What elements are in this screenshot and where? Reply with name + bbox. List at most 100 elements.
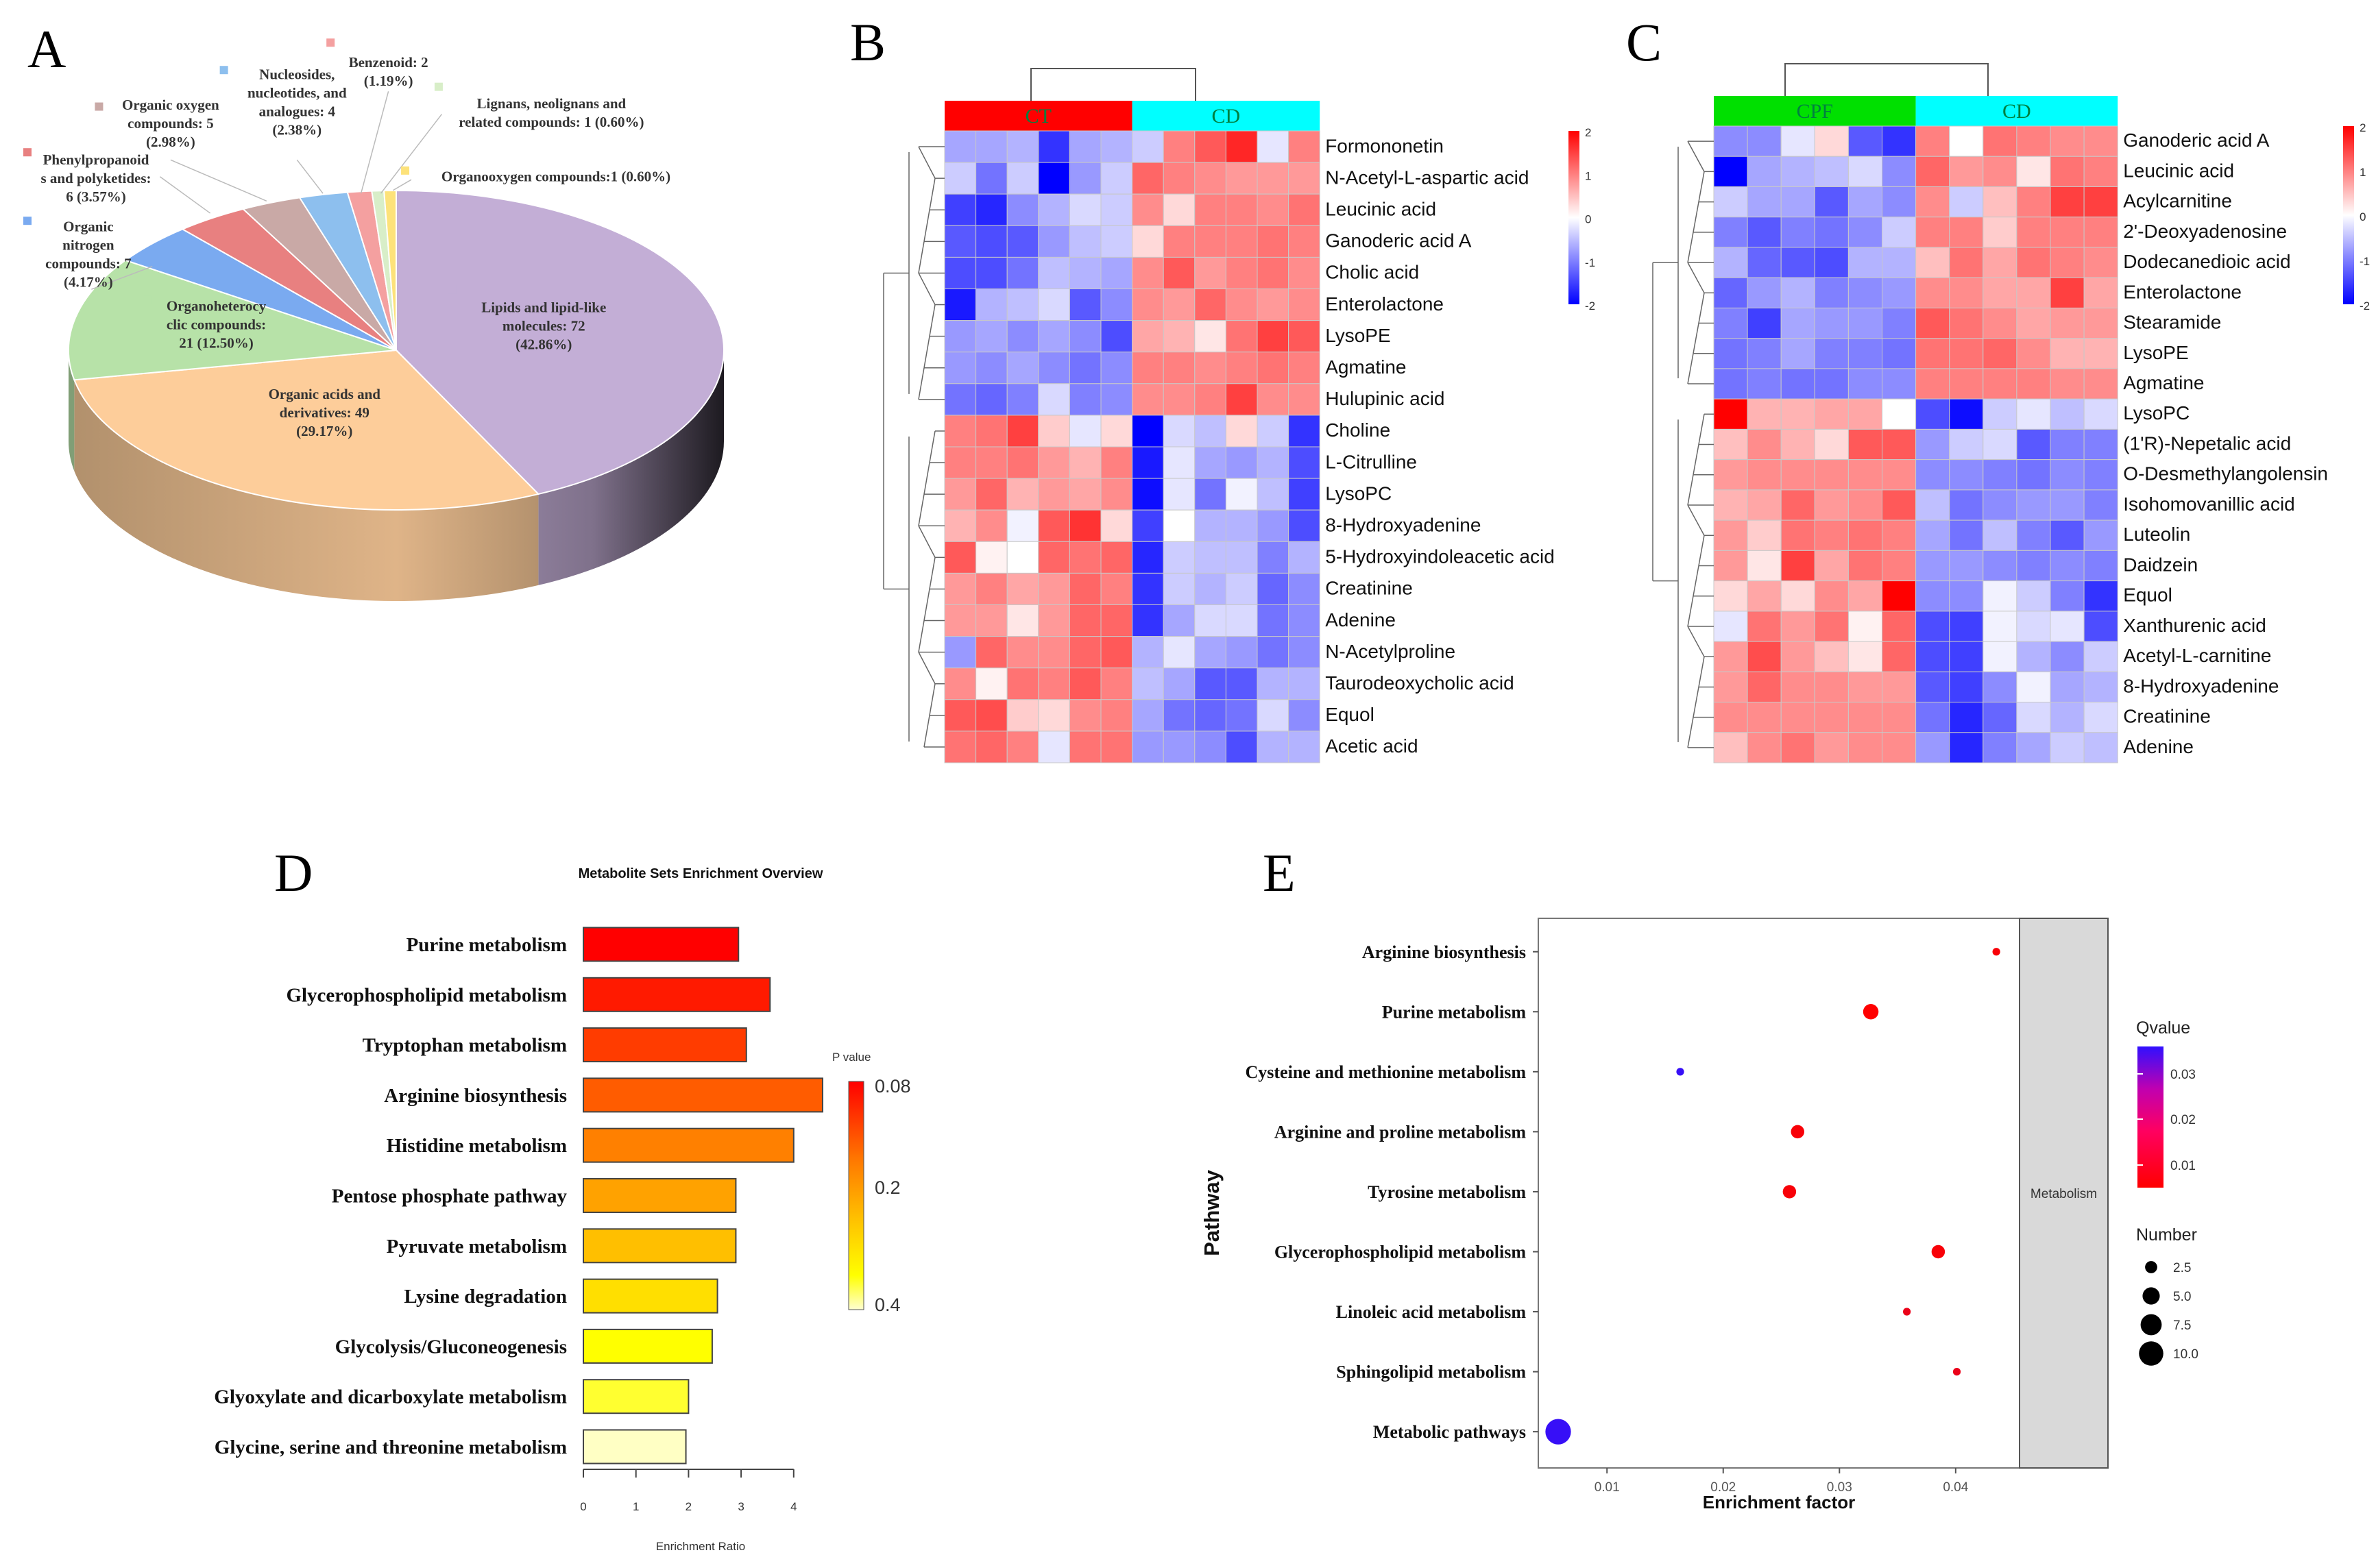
pie-legend-marker — [247, 395, 256, 404]
column-dendrogram — [1030, 68, 1196, 101]
heatmap-cell — [944, 604, 977, 637]
heatmap-cell — [1847, 217, 1882, 248]
heatmap-cell — [1132, 383, 1164, 416]
heatmap-cell — [975, 636, 1008, 669]
heatmap-cell — [1163, 320, 1196, 353]
heatmap-cell — [1747, 368, 1782, 400]
heatmap-cell — [1257, 667, 1289, 700]
row-dendrogram-branch — [1693, 565, 1699, 596]
heatmap-cell — [1163, 667, 1196, 700]
heatmap-cell — [2083, 580, 2118, 612]
heatmap-cell — [1882, 702, 1917, 733]
heatmap-row-label: Taurodeoxycholic acid — [1325, 672, 1514, 694]
heatmap-cell — [1257, 541, 1289, 574]
heatmap-cell — [1069, 320, 1102, 353]
row-dendrogram-branch — [923, 462, 930, 495]
heatmap-cell — [1882, 217, 1917, 248]
heatmap-cell — [1132, 446, 1164, 479]
heatmap-cell — [975, 667, 1008, 700]
heatmap-cell — [1225, 289, 1258, 321]
heatmap-cell — [2083, 125, 2118, 157]
heatmap-cell — [1747, 156, 1782, 187]
heatmap-cell — [2050, 519, 2085, 551]
heatmap-cell — [1288, 478, 1320, 511]
heatmap-cell — [1847, 368, 1882, 400]
heatmap-row-label: (1'R)-Nepetalic acid — [2123, 432, 2291, 454]
heatmap-cell — [1847, 611, 1882, 642]
heatmap-cell — [975, 225, 1008, 258]
heatmap-cell — [1882, 277, 1917, 308]
heatmap-cell — [1006, 225, 1039, 258]
heatmap-cell — [1847, 702, 1882, 733]
number-legend-dot — [2145, 1261, 2157, 1273]
heatmap-cell — [1882, 247, 1917, 278]
heatmap-cell — [1100, 415, 1133, 448]
number-legend-label: 10.0 — [2173, 1347, 2198, 1362]
row-dendrogram-branch — [1693, 201, 1699, 232]
panel-label-b: B — [850, 12, 886, 72]
group-header-label: CT — [1026, 105, 1052, 127]
heatmap-cell — [1814, 398, 1849, 430]
heatmap-cell — [1100, 509, 1133, 542]
heatmap-cell — [1100, 383, 1133, 416]
heatmap-cell — [1288, 193, 1320, 226]
heatmap-cell — [1069, 225, 1102, 258]
qvalue-legend-title: Qvalue — [2136, 1018, 2190, 1038]
heatmap-cell — [2016, 550, 2051, 582]
heatmap-cell — [1747, 732, 1782, 763]
heatmap-cell — [1132, 320, 1164, 353]
row-dendrogram-branch — [1687, 140, 1705, 172]
row-dendrogram-branch — [918, 620, 925, 652]
heatmap-cell — [1006, 383, 1039, 416]
panel-label-d: D — [274, 843, 313, 903]
heatmap-cell — [2083, 186, 2118, 218]
row-dendrogram-branch — [1687, 626, 1705, 657]
heatmap-cell — [1949, 580, 1984, 612]
heatmap-cell — [2016, 459, 2051, 491]
heatmap-cell — [944, 352, 977, 384]
heatmap-cell — [2016, 125, 2051, 157]
row-dendrogram-branch — [1693, 444, 1699, 475]
heatmap-cell — [1747, 125, 1782, 157]
heatmap-cell — [975, 193, 1008, 226]
pie-slice-label: Phenylpropanoid — [43, 151, 149, 168]
pathway-label: Tyrosine metabolism — [1368, 1182, 1526, 1202]
chart-title: Metabolite Sets Enrichment Overview — [579, 866, 823, 881]
heatmap-cell — [1132, 478, 1164, 511]
heatmap-row-label: Agmatine — [2123, 372, 2204, 393]
row-dendrogram-branch — [929, 557, 936, 589]
heatmap-cell — [1847, 489, 1882, 521]
heatmap-cell — [1100, 225, 1133, 258]
heatmap-cell — [944, 130, 977, 163]
heatmap-cell — [1163, 731, 1196, 763]
heatmap-cell — [944, 256, 977, 289]
heatmap-cell — [1882, 307, 1917, 339]
group-header-bar — [945, 101, 1132, 131]
heatmap-cell — [2016, 247, 2051, 278]
pie-legend-marker — [401, 166, 410, 175]
heatmap-cell — [1225, 604, 1258, 637]
heatmap-cell — [2083, 247, 2118, 278]
pathway-point — [1676, 1068, 1684, 1076]
pathway-point — [1952, 1367, 1961, 1376]
group-header-bar — [1714, 96, 1916, 126]
heatmap-cell — [1747, 217, 1782, 248]
heatmap-cell — [944, 478, 977, 511]
heatmap-cell — [1814, 732, 1849, 763]
heatmap-cell — [1038, 446, 1070, 479]
pie-slice-label: (29.17%) — [296, 423, 352, 439]
pie-slice-side — [74, 380, 539, 601]
pie-leader-line — [360, 91, 389, 194]
colorbar-tick-label: 1 — [2360, 166, 2366, 179]
heatmap-cell — [1069, 478, 1102, 511]
heatmap-cell — [2050, 247, 2085, 278]
heatmap-cell — [2083, 732, 2118, 763]
pie-leader-line — [296, 159, 324, 194]
heatmap-cell — [944, 636, 977, 669]
heatmap-cell — [1713, 125, 1748, 157]
heatmap-cell — [1006, 509, 1039, 542]
heatmap-cell — [975, 383, 1008, 416]
heatmap-cell — [2050, 156, 2085, 187]
heatmap-cell — [944, 572, 977, 606]
heatmap-row-label: 8-Hydroxyadenine — [2123, 675, 2279, 696]
